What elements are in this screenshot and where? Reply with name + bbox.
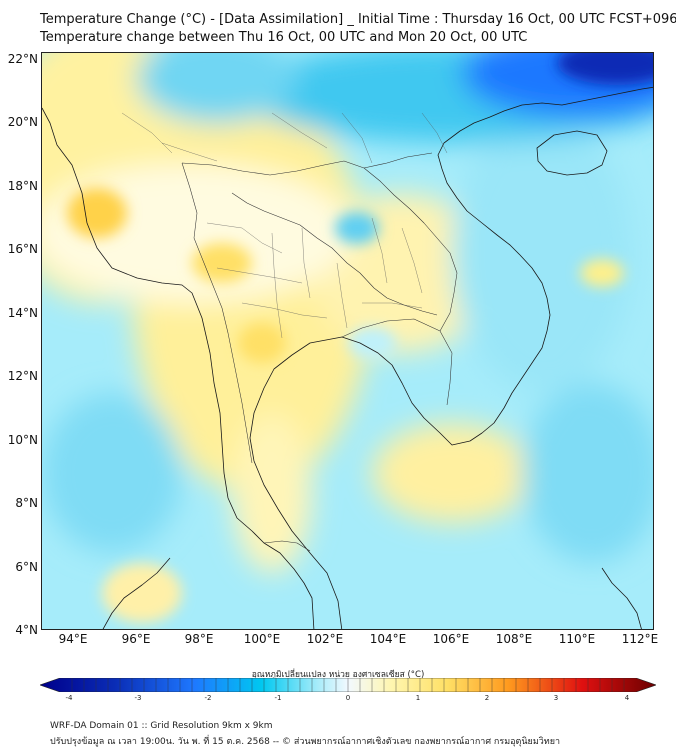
lat-label-20: 20°N — [7, 115, 38, 129]
lat-label-14: 14°N — [7, 306, 38, 320]
cold-spot-guangdong — [557, 53, 653, 85]
border-myanmar-thailand — [181, 162, 253, 464]
lat-label-4: 4°N — [15, 623, 38, 637]
coastlines — [42, 86, 653, 629]
lon-label-94: 94°E — [58, 632, 88, 646]
colorbar-tick-m3: -3 — [134, 694, 142, 702]
border-malaysia — [263, 540, 311, 552]
colorbar-tick-1: 1 — [415, 694, 421, 702]
gulf-coastline — [249, 86, 653, 629]
lat-label-6: 6°N — [15, 560, 38, 574]
border-cambodia — [341, 318, 453, 406]
lat-label-22: 22°N — [7, 52, 38, 66]
map-subtitle: Temperature change between Thu 16 Oct, 0… — [40, 30, 528, 45]
warm-spot-sea — [580, 259, 624, 287]
lon-label-100: 100°E — [243, 632, 281, 646]
mainland-coastline — [42, 107, 315, 629]
lon-label-108: 108°E — [495, 632, 533, 646]
lon-label-102: 102°E — [306, 632, 344, 646]
cool-spot-cambodia — [348, 327, 396, 359]
cool-area-north-west — [137, 53, 297, 123]
lat-label-10: 10°N — [7, 433, 38, 447]
cool-area-east — [522, 383, 653, 563]
border-laos-vietnam — [363, 167, 458, 332]
colorbar-tick-m4: -4 — [65, 694, 73, 702]
footer-model-info: WRF-DA Domain 01 :: Grid Resolution 9km … — [50, 721, 273, 731]
lat-label-16: 16°N — [7, 242, 38, 256]
borneo-coastline — [601, 567, 642, 629]
warm-spot-sumatra — [102, 563, 182, 623]
hainan-coastline — [536, 130, 608, 176]
footer-credits: ปรับปรุงข้อมูล ณ เวลา 19:00น. วัน พ. ที่… — [50, 737, 561, 747]
lon-label-96: 96°E — [121, 632, 151, 646]
lon-label-106: 106°E — [432, 632, 470, 646]
cool-spot-laos — [335, 212, 379, 244]
warm-spot-bangkok — [238, 323, 286, 363]
temperature-field-map[interactable] — [42, 53, 654, 630]
lat-label-12: 12°N — [7, 369, 38, 383]
colorbar — [40, 678, 656, 692]
warm-area-south-vietnam — [372, 423, 532, 523]
colorbar-dividers — [71, 678, 625, 692]
province-borders — [121, 112, 448, 339]
colorbar-tick-m2: -2 — [204, 694, 212, 702]
warm-area-peninsula — [232, 413, 312, 573]
lon-label-98: 98°E — [184, 632, 214, 646]
border-china — [181, 152, 433, 176]
cool-area-andaman — [42, 393, 182, 553]
border-thailand-laos — [231, 192, 438, 316]
country-borders — [181, 152, 458, 552]
cool-area-south-china-sea — [452, 113, 632, 393]
sumatra-coastline — [102, 557, 171, 629]
lon-label-110: 110°E — [558, 632, 596, 646]
lon-label-104: 104°E — [369, 632, 407, 646]
map-title: Temperature Change (°C) - [Data Assimila… — [40, 12, 676, 27]
colorbar-tick-4: 4 — [624, 694, 630, 702]
lat-label-8: 8°N — [15, 496, 38, 510]
lat-label-18: 18°N — [7, 179, 38, 193]
colorbar-tick-0: 0 — [345, 694, 351, 702]
colorbar-title: อุณหภูมิเปลี่ยนแปลง หน่วย องศาเซลเซียส (… — [251, 670, 425, 680]
temperature-field — [42, 53, 653, 573]
colorbar-tick-3: 3 — [553, 694, 559, 702]
colorbar-tick-2: 2 — [484, 694, 490, 702]
lon-label-112: 112°E — [621, 632, 659, 646]
warm-spot-thailand — [192, 243, 252, 283]
colorbar-tick-m1: -1 — [274, 694, 282, 702]
map-panel[interactable] — [41, 52, 654, 630]
warm-spot-myanmar — [67, 188, 127, 238]
